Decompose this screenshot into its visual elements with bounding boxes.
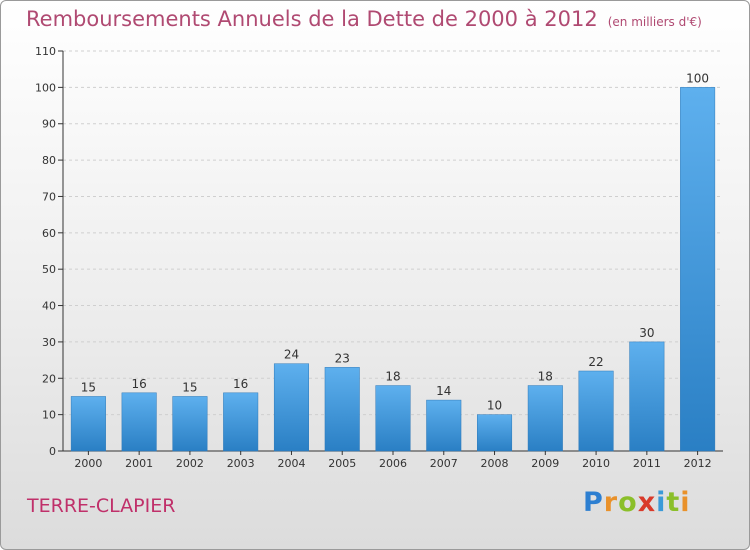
x-tick-label: 2002	[176, 457, 204, 470]
chart-title: Remboursements Annuels de la Dette de 20…	[26, 7, 702, 31]
y-tick-label: 80	[42, 154, 56, 167]
y-tick-label: 60	[42, 227, 56, 240]
data-label: 14	[436, 384, 451, 398]
logo-letter: r	[603, 487, 619, 518]
proxiti-logo: Proxiti	[583, 487, 691, 518]
y-tick-label: 30	[42, 336, 56, 349]
logo-letter: P	[583, 487, 604, 518]
y-tick-label: 0	[49, 445, 56, 458]
city-name: TERRE-CLAPIER	[27, 495, 176, 517]
y-tick-label: 90	[42, 118, 56, 131]
data-label: 15	[81, 380, 96, 394]
x-tick-label: 2003	[227, 457, 255, 470]
y-tick-label: 100	[35, 81, 56, 94]
bar	[70, 396, 106, 452]
bar	[121, 392, 157, 452]
x-tick-label: 2001	[125, 457, 153, 470]
chart-title-text: Remboursements Annuels de la Dette de 20…	[26, 7, 598, 31]
x-tick-label: 2010	[582, 457, 610, 470]
data-label: 30	[639, 326, 654, 340]
x-tick-label: 2008	[481, 457, 509, 470]
bar	[477, 414, 513, 452]
x-tick-label: 2011	[633, 457, 661, 470]
bar	[223, 392, 259, 452]
data-label: 18	[538, 370, 553, 384]
logo-letter: t	[666, 487, 681, 518]
x-tick-label: 2005	[328, 457, 356, 470]
data-label: 24	[284, 348, 299, 362]
x-tick-label: 2007	[430, 457, 458, 470]
bar	[527, 385, 563, 452]
bar	[273, 363, 309, 452]
x-tick-label: 2006	[379, 457, 407, 470]
bar	[578, 370, 614, 452]
data-label: 100	[686, 71, 709, 85]
bar	[629, 341, 665, 452]
y-tick-label: 40	[42, 300, 56, 313]
logo-letter: i	[656, 487, 667, 518]
data-label: 15	[182, 380, 197, 394]
y-tick-label: 20	[42, 372, 56, 385]
x-tick-label: 2000	[74, 457, 102, 470]
y-tick-label: 50	[42, 263, 56, 276]
logo-letter: x	[637, 487, 657, 518]
data-label: 23	[335, 351, 350, 365]
x-tick-label: 2009	[531, 457, 559, 470]
bar	[324, 367, 360, 452]
bar	[172, 396, 208, 452]
data-label: 18	[385, 370, 400, 384]
logo-letter: o	[618, 487, 638, 518]
data-label: 10	[487, 399, 502, 413]
logo-letter: i	[680, 487, 691, 518]
data-label: 16	[233, 377, 248, 391]
chart-title-unit: (en milliers d'€)	[607, 15, 702, 29]
y-tick-label: 10	[42, 409, 56, 422]
bar	[426, 399, 462, 452]
y-tick-label: 70	[42, 190, 56, 203]
data-label: 16	[132, 377, 147, 391]
y-tick-label: 110	[35, 45, 56, 58]
x-tick-label: 2004	[277, 457, 305, 470]
data-label: 22	[588, 355, 603, 369]
bar	[375, 385, 411, 452]
bar	[680, 87, 716, 452]
x-tick-label: 2012	[684, 457, 712, 470]
